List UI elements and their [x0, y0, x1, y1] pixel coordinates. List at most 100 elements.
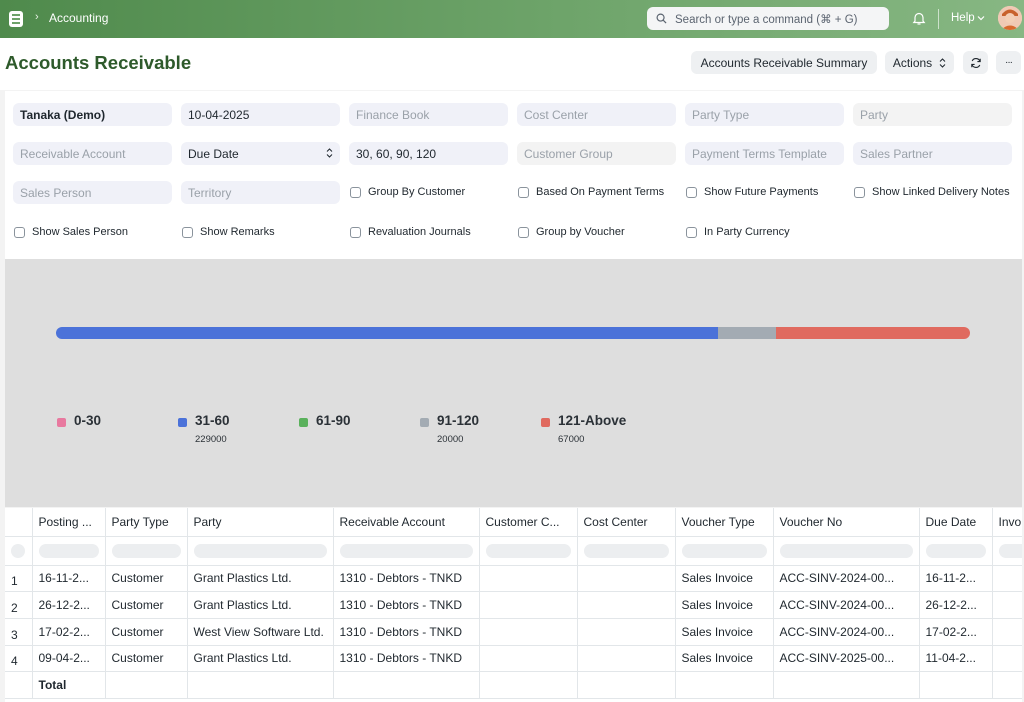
table-cell[interactable]: [479, 618, 578, 646]
column-filter-cell[interactable]: [992, 536, 1022, 566]
bell-icon[interactable]: [912, 11, 926, 26]
table-cell[interactable]: 09-04-2...: [32, 645, 106, 673]
column-filter-cell[interactable]: [333, 536, 480, 566]
column-filter-input[interactable]: [779, 543, 913, 558]
group-by-voucher-checkbox[interactable]: Group by Voucher: [518, 226, 625, 238]
table-cell[interactable]: [577, 645, 676, 673]
table-cell[interactable]: Sales Invoice: [675, 565, 774, 593]
table-cell[interactable]: 11-04-2...: [919, 645, 993, 673]
column-filter-input[interactable]: [193, 543, 327, 558]
column-header[interactable]: Voucher Type: [675, 508, 774, 537]
checkbox-box[interactable]: [854, 186, 865, 198]
table-cell[interactable]: West View Software Ltd.: [187, 618, 334, 646]
table-cell[interactable]: 1310 - Debtors - TNKD: [333, 645, 480, 673]
checkbox-box[interactable]: [182, 226, 193, 238]
table-cell[interactable]: Sales Invoice: [675, 591, 774, 619]
company-filter[interactable]: Tanaka (Demo): [13, 103, 172, 126]
table-cell[interactable]: ACC-SINV-2024-00...: [773, 618, 920, 646]
checkbox-box[interactable]: [686, 226, 697, 238]
table-cell[interactable]: Sales Invoice: [675, 618, 774, 646]
table-cell[interactable]: [577, 591, 676, 619]
table-cell[interactable]: Sales Invoice: [675, 645, 774, 673]
table-cell[interactable]: 26-12-2...: [32, 591, 106, 619]
column-filter-cell[interactable]: [675, 536, 774, 566]
revaluation-journals-checkbox[interactable]: Revaluation Journals: [350, 226, 471, 238]
column-header[interactable]: Voucher No: [773, 508, 920, 537]
help-menu[interactable]: Help: [951, 12, 975, 24]
column-filter-input[interactable]: [38, 543, 99, 558]
table-cell[interactable]: Grant Plastics Ltd.: [187, 565, 334, 593]
more-options-button[interactable]: ···: [996, 51, 1021, 74]
checkbox-box[interactable]: [350, 186, 361, 198]
chevron-down-icon[interactable]: [977, 15, 985, 21]
sales-person-filter[interactable]: Sales Person: [13, 181, 172, 204]
column-filter-input[interactable]: [485, 543, 571, 558]
party-type-filter[interactable]: Party Type: [685, 103, 844, 126]
based-on-payment-terms-checkbox[interactable]: Based On Payment Terms: [518, 186, 664, 198]
column-header[interactable]: Invo: [992, 508, 1022, 537]
table-cell[interactable]: Customer: [105, 618, 188, 646]
show-future-payments-checkbox[interactable]: Show Future Payments: [686, 186, 818, 198]
party-filter[interactable]: Party: [853, 103, 1012, 126]
table-cell[interactable]: ฿: [992, 618, 1022, 646]
table-cell[interactable]: 26-12-2...: [919, 591, 993, 619]
breadcrumb-accounting[interactable]: Accounting: [49, 11, 109, 25]
table-cell[interactable]: ACC-SINV-2024-00...: [773, 565, 920, 593]
column-filter-input[interactable]: [998, 543, 1022, 558]
column-header[interactable]: Customer C...: [479, 508, 578, 537]
select-all-icon[interactable]: [11, 543, 25, 558]
column-filter-input[interactable]: [681, 543, 767, 558]
column-header[interactable]: Due Date: [919, 508, 993, 537]
column-header[interactable]: Party: [187, 508, 334, 537]
actions-button[interactable]: Actions: [885, 51, 954, 74]
column-header[interactable]: Receivable Account: [333, 508, 480, 537]
bar-segment-121-above[interactable]: [776, 327, 970, 339]
sales-partner-filter[interactable]: Sales Partner: [853, 142, 1012, 165]
column-filter-cell[interactable]: [105, 536, 188, 566]
column-filter-cell[interactable]: [32, 536, 106, 566]
column-header[interactable]: Posting ...: [32, 508, 106, 537]
table-cell[interactable]: ฿: [992, 565, 1022, 593]
table-cell[interactable]: Grant Plastics Ltd.: [187, 591, 334, 619]
column-filter-cell[interactable]: [479, 536, 578, 566]
search-bar[interactable]: Search or type a command (⌘ + G): [647, 7, 889, 30]
table-cell[interactable]: Customer: [105, 645, 188, 673]
table-cell[interactable]: ACC-SINV-2025-00...: [773, 645, 920, 673]
app-logo-icon[interactable]: [8, 10, 24, 28]
table-cell[interactable]: ฿: [992, 645, 1022, 673]
report-date-filter[interactable]: 10-04-2025: [181, 103, 340, 126]
table-cell[interactable]: [577, 618, 676, 646]
group-by-customer-checkbox[interactable]: Group By Customer: [350, 186, 465, 198]
show-sales-person-checkbox[interactable]: Show Sales Person: [14, 226, 128, 238]
table-row[interactable]: 4 09-04-2... Customer Grant Plastics Ltd. 13…: [5, 645, 1022, 673]
table-cell[interactable]: [479, 565, 578, 593]
show-remarks-checkbox[interactable]: Show Remarks: [182, 226, 275, 238]
table-cell[interactable]: Customer: [105, 565, 188, 593]
territory-filter[interactable]: Territory: [181, 181, 340, 204]
table-cell[interactable]: [479, 591, 578, 619]
column-filter-cell[interactable]: [773, 536, 920, 566]
table-cell[interactable]: 1310 - Debtors - TNKD: [333, 591, 480, 619]
table-cell[interactable]: ฿: [992, 591, 1022, 619]
column-filter-cell[interactable]: [577, 536, 676, 566]
receivable-account-filter[interactable]: Receivable Account: [13, 142, 172, 165]
table-cell[interactable]: 1310 - Debtors - TNKD: [333, 565, 480, 593]
refresh-button[interactable]: [963, 51, 988, 74]
avatar[interactable]: [998, 6, 1022, 30]
table-cell[interactable]: 16-11-2...: [919, 565, 993, 593]
table-cell[interactable]: 17-02-2...: [919, 618, 993, 646]
column-filter-input[interactable]: [339, 543, 473, 558]
bar-segment-31-60[interactable]: [56, 327, 719, 339]
row-select-cell[interactable]: [5, 536, 33, 566]
customer-group-filter[interactable]: Customer Group: [517, 142, 676, 165]
finance-book-filter[interactable]: Finance Book: [349, 103, 508, 126]
table-cell[interactable]: 1310 - Debtors - TNKD: [333, 618, 480, 646]
checkbox-box[interactable]: [14, 226, 25, 238]
accounts-receivable-summary-button[interactable]: Accounts Receivable Summary: [691, 51, 877, 74]
cost-center-filter[interactable]: Cost Center: [517, 103, 676, 126]
table-cell[interactable]: 17-02-2...: [32, 618, 106, 646]
table-row[interactable]: 2 26-12-2... Customer Grant Plastics Ltd. 13…: [5, 591, 1022, 619]
table-cell[interactable]: 16-11-2...: [32, 565, 106, 593]
table-cell[interactable]: [577, 565, 676, 593]
table-cell[interactable]: Grant Plastics Ltd.: [187, 645, 334, 673]
